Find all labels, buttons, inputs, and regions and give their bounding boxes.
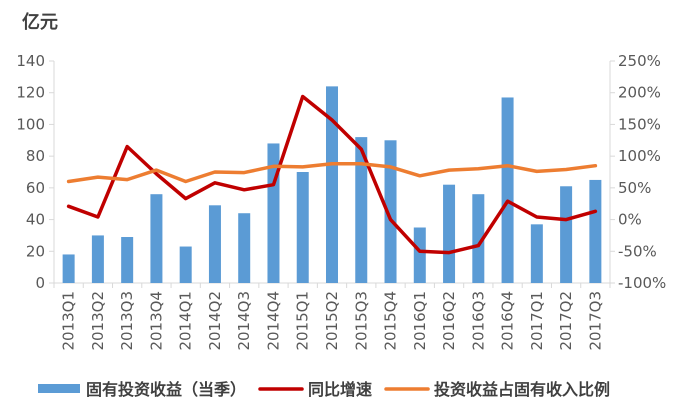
bar xyxy=(179,246,192,283)
x-axis-tick-label: 2017Q2 xyxy=(557,291,575,351)
right-axis-tick-label: 100% xyxy=(618,147,661,165)
x-axis-tick-label: 2013Q3 xyxy=(118,291,136,351)
bar xyxy=(121,237,134,283)
bar xyxy=(443,184,456,283)
left-axis-tick-label: 80 xyxy=(26,147,45,165)
right-axis-tick-label: -50% xyxy=(618,242,657,260)
x-axis-tick-label: 2013Q1 xyxy=(60,291,78,351)
x-axis-tick-label: 2014Q2 xyxy=(206,291,224,351)
right-axis-tick-label: 200% xyxy=(618,84,661,102)
bar xyxy=(91,235,104,283)
x-axis-tick-label: 2013Q2 xyxy=(89,291,107,351)
right-axis-tick-label: 150% xyxy=(618,115,661,133)
x-axis-tick-label: 2015Q3 xyxy=(352,291,370,351)
x-axis-tick-label: 2016Q1 xyxy=(411,291,429,351)
left-axis-tick-label: 0 xyxy=(35,274,45,292)
x-axis-tick-label: 2015Q4 xyxy=(382,291,400,351)
x-axis-tick-label: 2016Q4 xyxy=(499,291,517,351)
right-axis-tick-label: 0% xyxy=(618,211,642,229)
bar-series xyxy=(62,86,602,283)
x-axis-tick-label: 2017Q3 xyxy=(586,291,604,351)
axes: 0 20 40 60 80 100 120 140 -100% -50% 0% 50% 100% 150%… xyxy=(16,52,666,292)
bar xyxy=(62,254,75,283)
x-axis-tick-label: 2016Q3 xyxy=(469,291,487,351)
right-axis-tick-label: -100% xyxy=(618,274,666,292)
bar xyxy=(589,179,602,283)
x-axis-tick-label: 2017Q1 xyxy=(528,291,546,351)
bar xyxy=(413,227,426,283)
x-axis-tick-label: 2015Q1 xyxy=(294,291,312,351)
left-axis-tick-label: 100 xyxy=(16,115,45,133)
bar xyxy=(472,194,485,283)
right-axis-tick-label: 50% xyxy=(618,179,651,197)
legend-label: 固有投资收益（当季） xyxy=(86,380,246,399)
y-axis-unit-label: 亿元 xyxy=(22,11,58,33)
legend-label: 同比增速 xyxy=(308,380,372,399)
bar xyxy=(296,172,309,283)
left-axis-tick-label: 40 xyxy=(26,211,45,229)
x-axis-tick-label: 2014Q4 xyxy=(264,291,282,351)
bar xyxy=(326,86,338,283)
legend-label: 投资收益占固有收入比例 xyxy=(434,380,610,399)
bar xyxy=(384,140,397,283)
bar xyxy=(208,205,221,283)
left-axis-tick-label: 60 xyxy=(26,179,45,197)
x-axis-labels: 2013Q1 2013Q2 2013Q3 2013Q4 2014Q1 2014Q2 2014… xyxy=(60,291,605,351)
left-axis-tick-label: 20 xyxy=(26,242,45,260)
x-axis-tick-label: 2014Q3 xyxy=(235,291,253,351)
left-axis-tick-label: 120 xyxy=(16,84,45,102)
bar xyxy=(267,143,280,283)
x-axis-tick-label: 2014Q1 xyxy=(177,291,195,351)
x-axis-tick-label: 2013Q4 xyxy=(147,291,165,351)
legend: 固有投资收益（当季） 同比增速 投资收益占固有收入比例 xyxy=(38,380,610,399)
x-axis-tick-label: 2015Q2 xyxy=(323,291,341,351)
bar xyxy=(560,186,573,283)
bar xyxy=(530,224,543,283)
legend-swatch-bar xyxy=(38,384,80,393)
line-series xyxy=(66,94,598,255)
bar xyxy=(150,194,163,283)
left-axis-tick-label: 140 xyxy=(16,52,45,70)
bar xyxy=(238,213,251,283)
x-axis-tick-label: 2016Q2 xyxy=(440,291,458,351)
right-axis-tick-label: 250% xyxy=(618,52,661,70)
bar xyxy=(355,137,368,283)
bar xyxy=(501,97,514,283)
